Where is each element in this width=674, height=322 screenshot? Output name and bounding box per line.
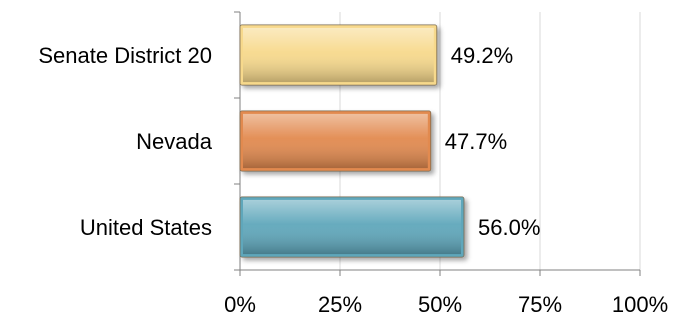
data-label: 47.7% xyxy=(445,129,507,154)
x-tick-label: 75% xyxy=(518,292,562,317)
x-tick-label: 0% xyxy=(224,292,256,317)
bar-group xyxy=(239,110,432,172)
category-label: Senate District 20 xyxy=(38,43,212,68)
x-tick-label: 50% xyxy=(418,292,462,317)
category-label: United States xyxy=(80,215,212,240)
bar-bevel xyxy=(243,199,461,255)
bar-group xyxy=(239,196,465,258)
labels: 0% 25% 50% 75% 100% Senate District 20 49.2% Ne… xyxy=(38,43,668,317)
category-label: Nevada xyxy=(136,129,213,154)
data-label: 56.0% xyxy=(478,215,540,240)
bar-bevel xyxy=(243,113,428,169)
bar-group xyxy=(239,24,438,86)
data-label: 49.2% xyxy=(451,43,513,68)
x-tick-label: 100% xyxy=(612,292,668,317)
bars xyxy=(239,24,465,258)
x-tick-label: 25% xyxy=(318,292,362,317)
bar-bevel xyxy=(243,27,434,83)
